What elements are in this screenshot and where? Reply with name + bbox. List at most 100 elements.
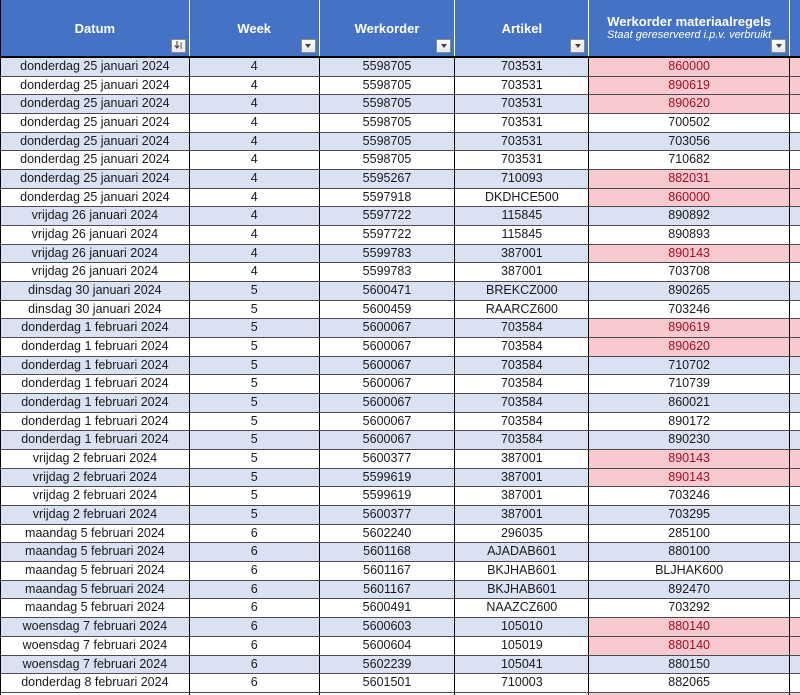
- cell-datum[interactable]: maandag 5 februari 2024: [1, 524, 190, 543]
- cell-week[interactable]: 6: [189, 562, 320, 580]
- cell-artikel[interactable]: 703531: [455, 76, 590, 95]
- cell-materiaalregels[interactable]: 880140: [589, 618, 790, 636]
- cell-artikel[interactable]: 703531: [455, 95, 590, 114]
- cell-werkorder[interactable]: 5598705: [319, 132, 456, 151]
- cell-materiaalregels[interactable]: 890619: [589, 319, 790, 338]
- cell-datum[interactable]: donderdag 25 januari 2024: [1, 170, 190, 188]
- cell-werkorder[interactable]: 5597722: [319, 226, 456, 244]
- cell-artikel[interactable]: 296035: [455, 524, 590, 543]
- cell-week[interactable]: 4: [189, 151, 320, 170]
- cell-datum[interactable]: donderdag 8 februari 2024: [1, 674, 190, 692]
- cell-week[interactable]: 4: [189, 132, 320, 151]
- cell-artikel[interactable]: 105019: [455, 636, 590, 655]
- cell-materiaalregels[interactable]: 700502: [589, 114, 790, 132]
- cell-week[interactable]: 4: [189, 226, 320, 244]
- cell-artikel[interactable]: 703584: [455, 338, 590, 356]
- cell-artikel[interactable]: 710003: [455, 674, 590, 692]
- cell-datum[interactable]: maandag 5 februari 2024: [1, 543, 190, 562]
- cell-werkorder[interactable]: 5600067: [319, 375, 456, 394]
- cell-datum[interactable]: donderdag 25 januari 2024: [1, 95, 190, 114]
- cell-werkorder[interactable]: 5601501: [319, 674, 456, 692]
- cell-datum[interactable]: donderdag 1 februari 2024: [1, 394, 190, 412]
- cell-week[interactable]: 5: [189, 450, 320, 468]
- cell-materiaalregels[interactable]: 703708: [589, 263, 790, 282]
- cell-week[interactable]: 5: [189, 300, 320, 319]
- cell-week[interactable]: 6: [189, 636, 320, 655]
- cell-week[interactable]: 5: [189, 338, 320, 356]
- cell-week[interactable]: 4: [189, 207, 320, 226]
- cell-datum[interactable]: woensdag 7 februari 2024: [1, 636, 190, 655]
- cell-datum[interactable]: donderdag 1 februari 2024: [1, 319, 190, 338]
- artikel-filter-button[interactable]: [570, 39, 586, 53]
- cell-artikel[interactable]: NAAZCZ600: [455, 599, 590, 618]
- cell-week[interactable]: 4: [189, 58, 320, 76]
- cell-week[interactable]: 4: [189, 244, 320, 263]
- cell-materiaalregels[interactable]: 880150: [589, 655, 790, 674]
- cell-week[interactable]: 4: [189, 263, 320, 282]
- cell-werkorder[interactable]: 5599783: [319, 244, 456, 263]
- cell-materiaalregels[interactable]: 703246: [589, 487, 790, 506]
- cell-datum[interactable]: vrijdag 26 januari 2024: [1, 244, 190, 263]
- cell-werkorder[interactable]: 5600067: [319, 319, 456, 338]
- cell-materiaalregels[interactable]: 703056: [589, 132, 790, 151]
- cell-materiaalregels[interactable]: 285100: [589, 524, 790, 543]
- cell-week[interactable]: 6: [189, 543, 320, 562]
- cell-datum[interactable]: vrijdag 2 februari 2024: [1, 450, 190, 468]
- cell-werkorder[interactable]: 5600067: [319, 431, 456, 450]
- cell-datum[interactable]: vrijdag 2 februari 2024: [1, 506, 190, 524]
- cell-artikel[interactable]: BKJHAB601: [455, 580, 590, 599]
- cell-artikel[interactable]: 703584: [455, 319, 590, 338]
- cell-week[interactable]: 6: [189, 655, 320, 674]
- cell-werkorder[interactable]: 5599619: [319, 487, 456, 506]
- cell-werkorder[interactable]: 5599619: [319, 468, 456, 487]
- cell-materiaalregels[interactable]: 890893: [589, 226, 790, 244]
- cell-artikel[interactable]: 703531: [455, 58, 590, 76]
- cell-artikel[interactable]: 703531: [455, 151, 590, 170]
- cell-datum[interactable]: donderdag 1 februari 2024: [1, 356, 190, 375]
- cell-artikel[interactable]: 105041: [455, 655, 590, 674]
- cell-materiaalregels[interactable]: 703295: [589, 506, 790, 524]
- cell-werkorder[interactable]: 5600067: [319, 412, 456, 431]
- cell-materiaalregels[interactable]: 710682: [589, 151, 790, 170]
- cell-werkorder[interactable]: 5600067: [319, 338, 456, 356]
- cell-werkorder[interactable]: 5598705: [319, 114, 456, 132]
- materiaalregels-filter-button[interactable]: [771, 39, 786, 53]
- cell-datum[interactable]: woensdag 7 februari 2024: [1, 618, 190, 636]
- cell-week[interactable]: 5: [189, 468, 320, 487]
- cell-datum[interactable]: donderdag 1 februari 2024: [1, 431, 190, 450]
- cell-materiaalregels[interactable]: 890230: [589, 431, 790, 450]
- cell-materiaalregels[interactable]: 882065: [589, 674, 790, 692]
- cell-datum[interactable]: donderdag 25 januari 2024: [1, 114, 190, 132]
- cell-datum[interactable]: donderdag 25 januari 2024: [1, 58, 190, 76]
- cell-datum[interactable]: donderdag 25 januari 2024: [1, 151, 190, 170]
- cell-materiaalregels[interactable]: 890143: [589, 468, 790, 487]
- cell-artikel[interactable]: 703584: [455, 394, 590, 412]
- header-cell-artikel[interactable]: Artikel: [455, 0, 590, 56]
- cell-artikel[interactable]: 703531: [455, 114, 590, 132]
- cell-week[interactable]: 5: [189, 319, 320, 338]
- werkorder-filter-button[interactable]: [436, 39, 452, 53]
- cell-artikel[interactable]: RAARCZ600: [455, 300, 590, 319]
- cell-week[interactable]: 5: [189, 375, 320, 394]
- cell-werkorder[interactable]: 5600603: [319, 618, 456, 636]
- cell-datum[interactable]: donderdag 1 februari 2024: [1, 375, 190, 394]
- cell-materiaalregels[interactable]: 890143: [589, 450, 790, 468]
- cell-artikel[interactable]: 115845: [455, 207, 590, 226]
- cell-artikel[interactable]: 703584: [455, 356, 590, 375]
- header-cell-materiaalregels[interactable]: Werkorder materiaalregels Staat gereserv…: [589, 0, 790, 56]
- cell-datum[interactable]: maandag 5 februari 2024: [1, 580, 190, 599]
- cell-materiaalregels[interactable]: 890892: [589, 207, 790, 226]
- cell-werkorder[interactable]: 5595267: [319, 170, 456, 188]
- cell-werkorder[interactable]: 5598705: [319, 76, 456, 95]
- cell-artikel[interactable]: AJADAB601: [455, 543, 590, 562]
- cell-week[interactable]: 6: [189, 580, 320, 599]
- cell-artikel[interactable]: 710093: [455, 170, 590, 188]
- cell-artikel[interactable]: 115845: [455, 226, 590, 244]
- cell-materiaalregels[interactable]: 890620: [589, 95, 790, 114]
- cell-werkorder[interactable]: 5598705: [319, 58, 456, 76]
- header-cell-week[interactable]: Week: [190, 0, 320, 56]
- cell-datum[interactable]: maandag 5 februari 2024: [1, 562, 190, 580]
- cell-week[interactable]: 4: [189, 188, 320, 207]
- cell-week[interactable]: 6: [189, 618, 320, 636]
- cell-materiaalregels[interactable]: 710702: [589, 356, 790, 375]
